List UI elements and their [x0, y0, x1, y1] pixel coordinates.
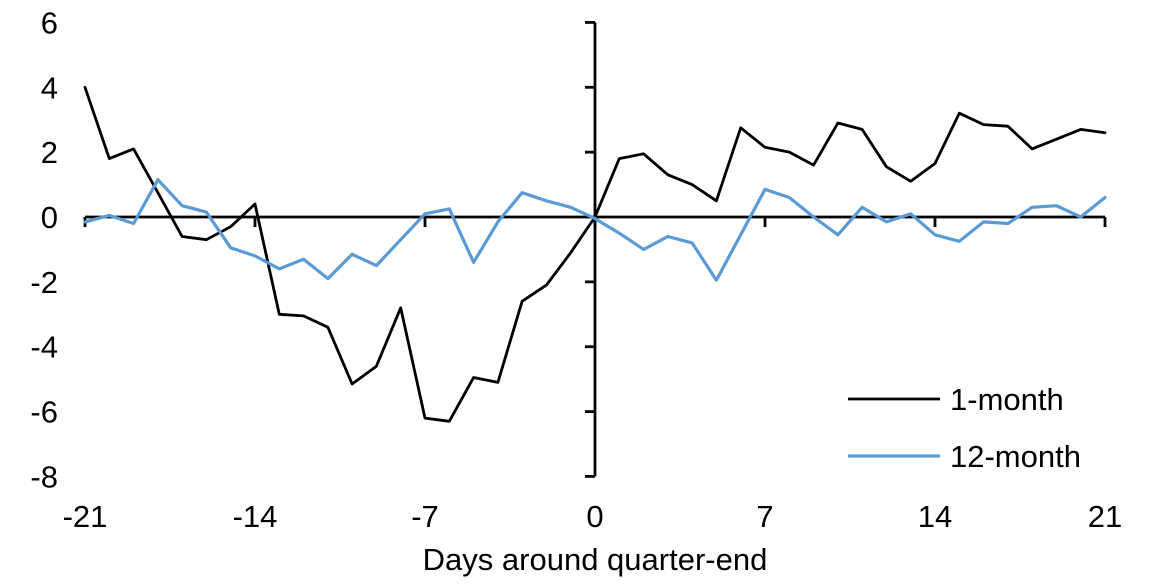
legend: 1-month 12-month [848, 382, 1081, 474]
y-tick-label: -2 [30, 265, 58, 300]
x-tick-label: -14 [233, 499, 278, 534]
x-tick-label: 21 [1088, 499, 1122, 534]
series-12-month-line [83, 178, 1107, 282]
legend-label-1-month: 1-month [950, 382, 1064, 417]
tick-labels: 6 4 2 0 -2 -4 -6 -8-21 -14 -7 0 7 14 21 [30, 5, 1122, 534]
y-tick-label: -8 [30, 459, 58, 494]
y-tick-label: 6 [41, 5, 58, 40]
x-tick-label: -7 [411, 499, 439, 534]
x-tick-label: 0 [586, 499, 603, 534]
x-tick-label: 14 [918, 499, 952, 534]
series-lines [83, 85, 1107, 423]
y-tick-label: 4 [41, 70, 58, 105]
x-axis-title: Days around quarter-end [423, 542, 768, 577]
y-tick-label: 0 [41, 200, 58, 235]
x-tick-label: -21 [63, 499, 108, 534]
y-tick-label: 2 [41, 135, 58, 170]
x-tick-label: 7 [756, 499, 773, 534]
y-tick-label: -4 [30, 330, 58, 365]
legend-label-12-month: 12-month [950, 439, 1081, 474]
y-tick-label: -6 [30, 395, 58, 430]
